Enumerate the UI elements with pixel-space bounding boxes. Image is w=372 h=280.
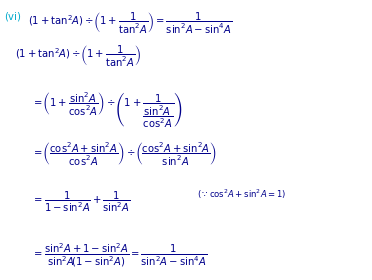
Text: $=\dfrac{1}{1-\sin^2\!A}+\dfrac{1}{\sin^2\!A}$: $=\dfrac{1}{1-\sin^2\!A}+\dfrac{1}{\sin^… (32, 189, 130, 214)
Text: $=\!\left(1+\dfrac{\sin^2\!A}{\cos^2\!A}\right)\div\!\left(1+\dfrac{1}{\dfrac{\s: $=\!\left(1+\dfrac{\sin^2\!A}{\cos^2\!A}… (32, 90, 183, 130)
Text: $\left(1+\tan^2\!A\right)\div\!\left(1+\dfrac{1}{\tan^2\!A}\right)$: $\left(1+\tan^2\!A\right)\div\!\left(1+\… (15, 43, 141, 68)
Text: $\left(1+\tan^2\!A\right)\div\!\left(1+\dfrac{1}{\tan^2\!A}\right)=\dfrac{1}{\si: $\left(1+\tan^2\!A\right)\div\!\left(1+\… (28, 10, 232, 35)
Text: $\mathsf{(vi)}$: $\mathsf{(vi)}$ (4, 10, 22, 23)
Text: $=\dfrac{\sin^2\!A+1-\sin^2\!A}{\sin^2\!A\!\left(1-\sin^2\!A\right)}=\dfrac{1}{\: $=\dfrac{\sin^2\!A+1-\sin^2\!A}{\sin^2\!… (32, 241, 207, 269)
Text: $(\because\cos^2\!A+\sin^2\!A=1)$: $(\because\cos^2\!A+\sin^2\!A=1)$ (197, 188, 286, 201)
Text: $=\!\left(\dfrac{\cos^2\!A+\sin^2\!A}{\cos^2\!A}\right)\div\!\left(\dfrac{\cos^2: $=\!\left(\dfrac{\cos^2\!A+\sin^2\!A}{\c… (32, 140, 217, 167)
